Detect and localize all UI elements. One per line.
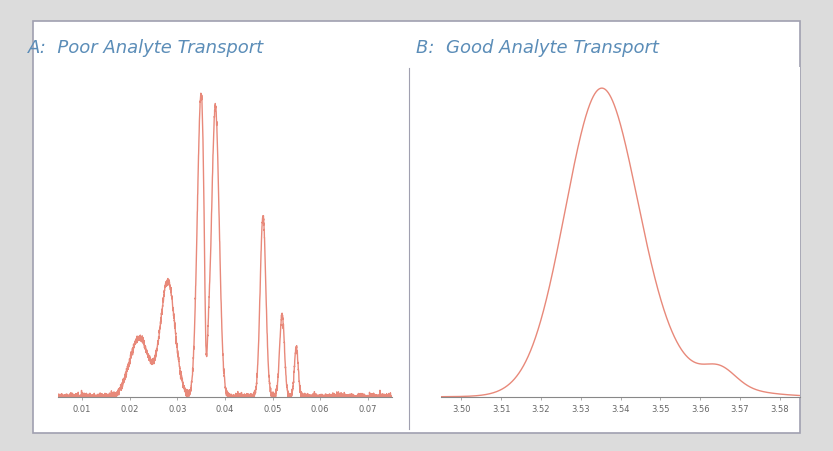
Text: A:  Poor Analyte Transport: A: Poor Analyte Transport	[28, 38, 264, 56]
Text: B:  Good Analyte Transport: B: Good Analyte Transport	[416, 38, 659, 56]
FancyBboxPatch shape	[32, 22, 801, 433]
